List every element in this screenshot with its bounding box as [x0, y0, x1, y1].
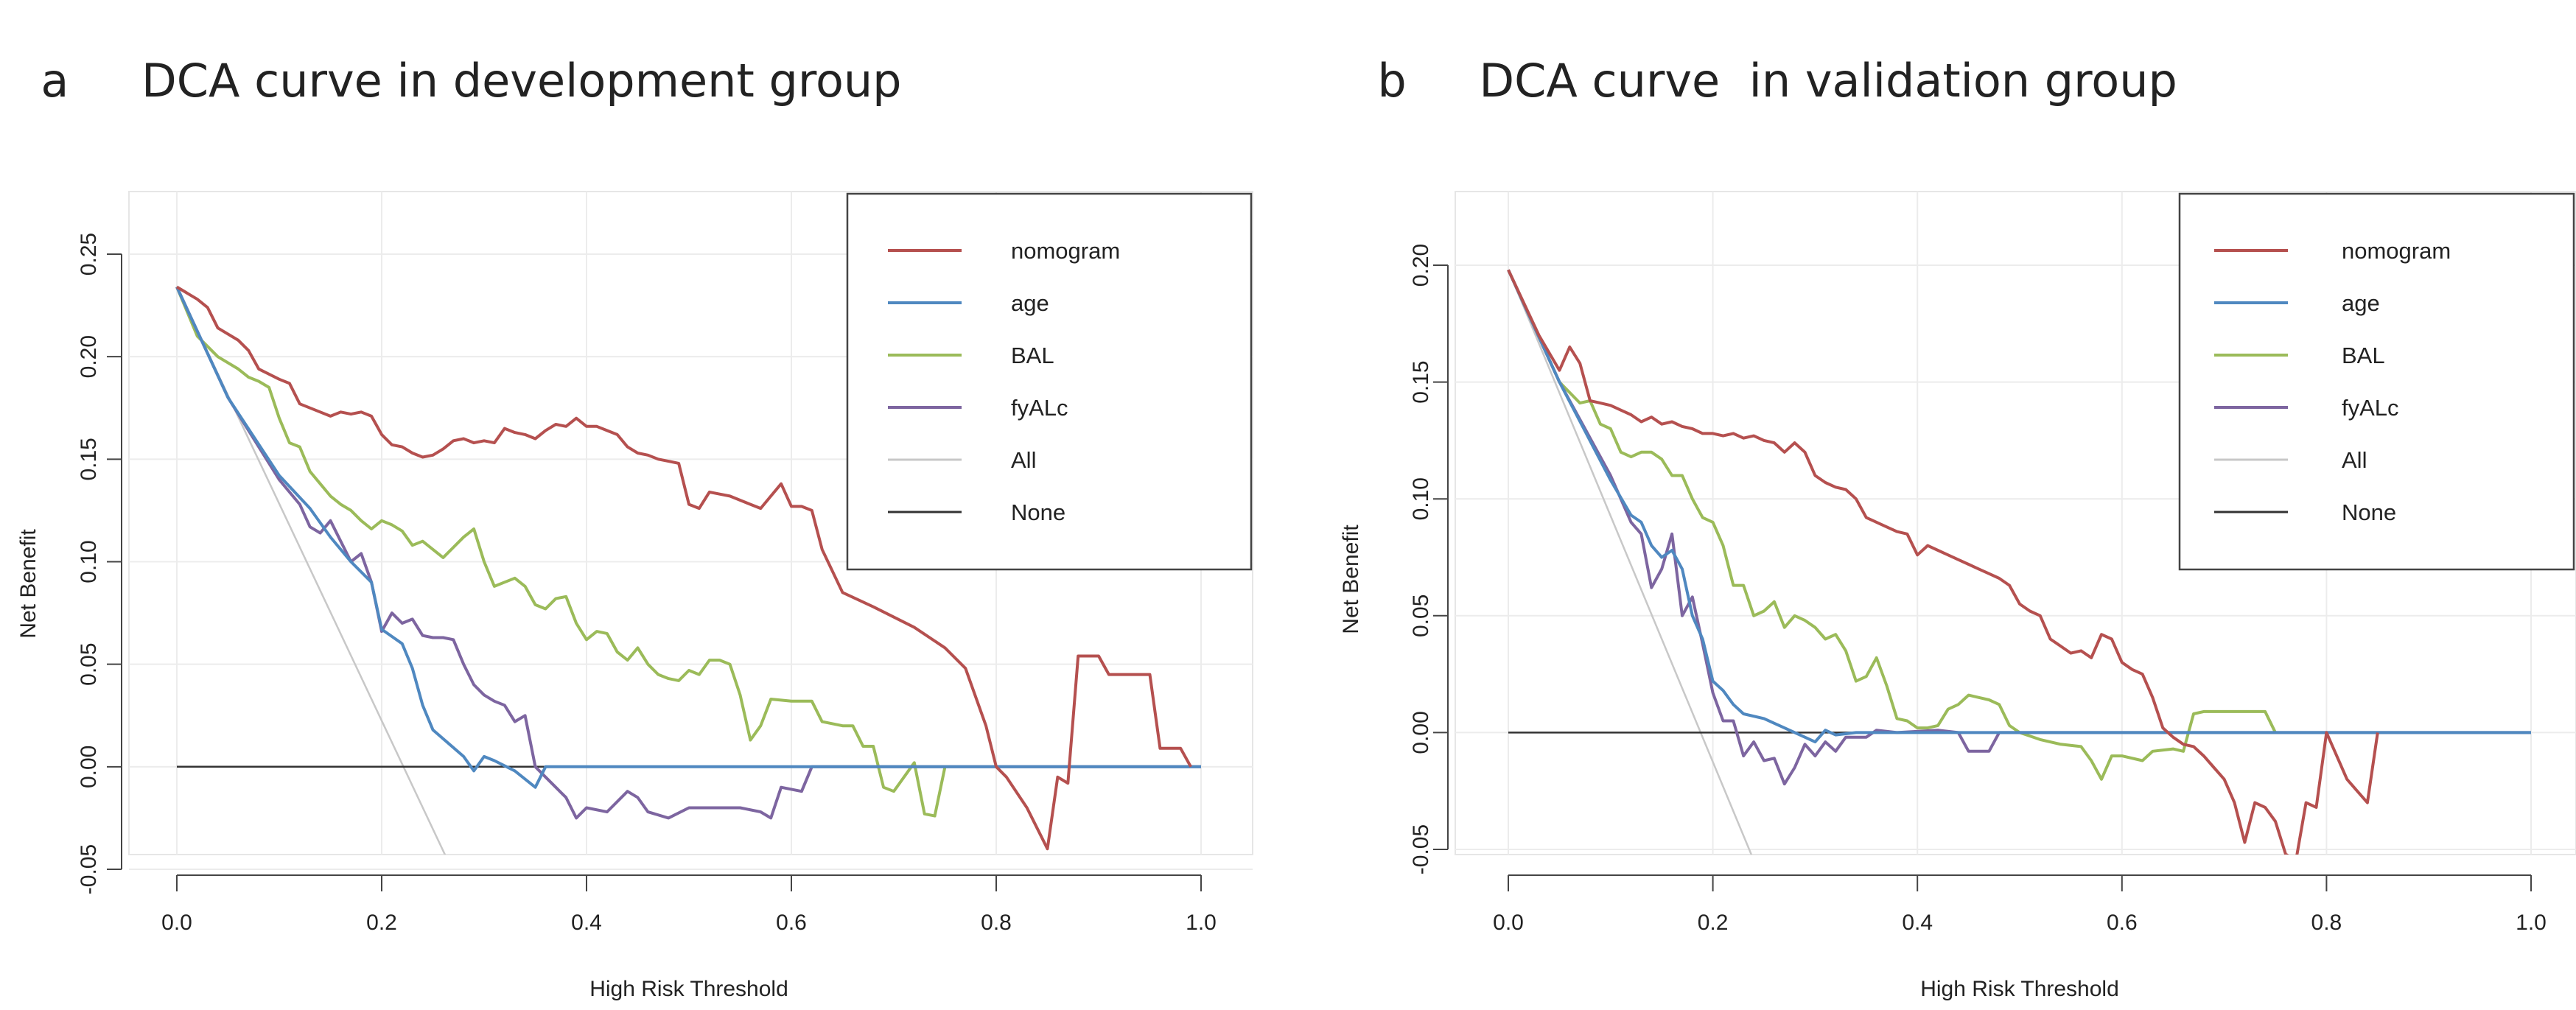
y-tick-label: 0.15: [1409, 360, 1433, 403]
x-tick-label: 0.4: [571, 911, 602, 935]
y-tick-label: 0.10: [1409, 477, 1433, 520]
legend-label-none: None: [1011, 499, 1065, 525]
y-tick-label: 0.05: [1409, 595, 1433, 637]
legend-box: [846, 192, 1253, 571]
y-axis-title: Net Benefit: [16, 529, 41, 639]
legend-box: [2178, 192, 2575, 571]
series-line-bal: [175, 286, 947, 818]
x-tick-label: 1.0: [1186, 911, 1217, 935]
legend-label-age: age: [2342, 290, 2380, 316]
legend-label-fyalc: fyALc: [1011, 395, 1068, 421]
series-line-nomogram: [175, 285, 1192, 851]
panel-title-b: b DCA curve in validation group: [1348, 0, 2177, 108]
x-tick-label: 0.4: [1902, 911, 1933, 935]
x-tick-label: 0.0: [161, 911, 192, 935]
series-line-fyalc: [175, 286, 1201, 820]
x-axis-title: High Risk Threshold: [1920, 977, 2119, 1001]
y-axis-title: Net Benefit: [1339, 525, 1363, 634]
y-tick-label: 0.25: [77, 233, 101, 276]
panel-title-text: DCA curve in development group: [141, 54, 902, 108]
y-tick-label: -0.05: [1409, 824, 1433, 874]
y-tick-label: -0.05: [77, 844, 101, 894]
x-tick-label: 0.2: [1698, 911, 1729, 935]
legend-label-nomogram: nomogram: [1011, 238, 1120, 264]
x-tick-label: 0.0: [1493, 911, 1524, 935]
panel-letter: a: [41, 54, 69, 108]
panel-title-a: a DCA curve in development group: [12, 0, 902, 108]
legend-label-bal: BAL: [1011, 343, 1054, 368]
x-tick-label: 0.8: [2311, 911, 2342, 935]
y-tick-label: 0.05: [77, 642, 101, 685]
x-tick-label: 0.6: [776, 911, 807, 935]
series-line-nomogram: [1507, 269, 2379, 855]
y-tick-label: 0.00: [77, 746, 101, 788]
x-axis-title: High Risk Threshold: [589, 977, 788, 1001]
legend-label-nomogram: nomogram: [2342, 238, 2451, 264]
legend-label-all: All: [2342, 447, 2367, 473]
legend-label-all: All: [1011, 447, 1036, 473]
y-tick-label: 0.15: [77, 438, 101, 480]
series-line-bal: [1507, 269, 2277, 781]
plot-frame: [128, 191, 1253, 855]
panel-title-text: DCA curve in validation group: [1479, 54, 2177, 108]
series-line-all: [1507, 269, 1753, 855]
legend-label-bal: BAL: [2342, 343, 2385, 368]
legend-label-none: None: [2342, 499, 2396, 525]
series-line-age: [175, 286, 1201, 789]
series-line-age: [1507, 269, 2531, 744]
y-tick-label: 0.00: [1409, 711, 1433, 754]
plot-frame: [1455, 191, 2576, 855]
y-tick-label: 0.20: [1409, 244, 1433, 287]
x-tick-label: 0.2: [366, 911, 397, 935]
x-tick-label: 1.0: [2516, 911, 2547, 935]
legend-label-age: age: [1011, 290, 1049, 316]
x-tick-label: 0.6: [2107, 911, 2138, 935]
legend-label-fyalc: fyALc: [2342, 395, 2399, 421]
y-tick-label: 0.20: [77, 335, 101, 378]
panel-letter: b: [1377, 54, 1407, 108]
y-tick-label: 0.10: [77, 540, 101, 583]
x-tick-label: 0.8: [981, 911, 1012, 935]
